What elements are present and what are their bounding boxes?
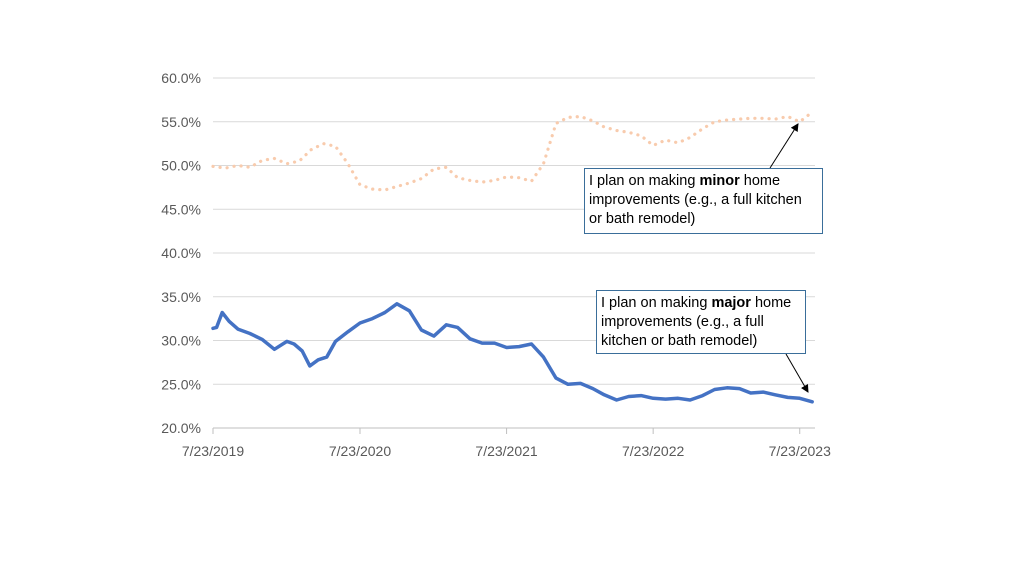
y-tick-label: 50.0% [161, 158, 201, 174]
y-tick-label: 45.0% [161, 201, 201, 217]
major-annotation-bold: major [711, 295, 751, 311]
major-annotation-prefix: I plan on making [601, 295, 708, 311]
y-tick-label: 40.0% [161, 245, 201, 261]
gridlines [213, 77, 815, 429]
minor-annotation-prefix: I plan on making [589, 173, 696, 189]
major-annotation-arrow [785, 353, 809, 393]
y-tick-label: 30.0% [161, 333, 201, 349]
minor-annotation-arrow [769, 123, 799, 169]
y-tick-label: 60.0% [161, 70, 201, 86]
series-line-minor [211, 110, 814, 192]
major-annotation-callout: I plan on making major home improvements… [596, 290, 806, 354]
minor-annotation-bold: minor [699, 173, 740, 189]
annotation-arrows [769, 123, 809, 393]
y-tick-label: 35.0% [161, 289, 201, 305]
x-tick-label: 7/23/2021 [475, 443, 537, 459]
y-tick-label: 20.0% [161, 420, 201, 436]
minor-annotation-suffix: home improvements (e.g., a full kitchen … [589, 173, 802, 227]
x-tick-label: 7/23/2020 [329, 443, 391, 459]
x-axis-tick-labels: 7/23/2019 7/23/2020 7/23/2021 7/23/2022 7/23… [182, 428, 831, 459]
x-tick-label: 7/23/2022 [622, 443, 684, 459]
minor-annotation-callout: I plan on making minor home improvements… [584, 168, 823, 234]
y-tick-label: 25.0% [161, 376, 201, 392]
x-tick-label: 7/23/2019 [182, 443, 244, 459]
y-tick-label: 55.0% [161, 114, 201, 130]
series-lines [211, 110, 814, 404]
y-axis-tick-labels: 20.0% 25.0% 30.0% 35.0% 40.0% 45.0% 50.0% 55.0%… [161, 70, 201, 436]
major-annotation-suffix: home improvements (e.g., a full kitchen … [601, 295, 792, 349]
series-line-major [211, 302, 814, 404]
x-tick-label: 7/23/2023 [769, 443, 831, 459]
